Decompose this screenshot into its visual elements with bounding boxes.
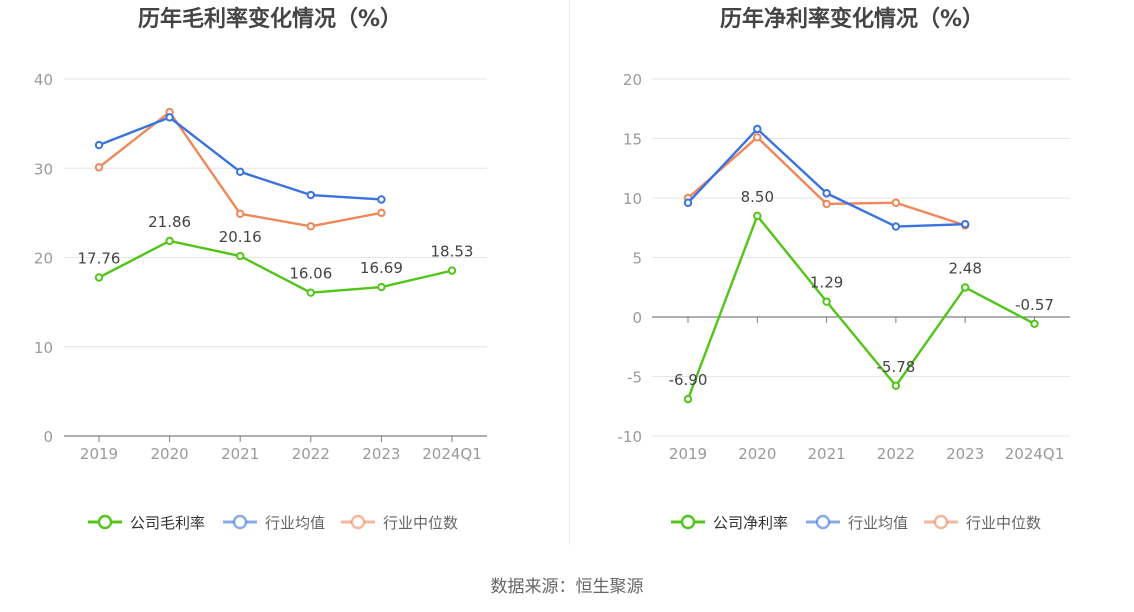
gross-margin-industry-avg-point [94, 140, 104, 150]
gross-margin-y-tick-label: 10 [34, 339, 53, 357]
net-margin-industry-avg-point [683, 198, 693, 207]
net-margin-legend-company-swatch-marker [680, 514, 696, 530]
net-margin-x-tick-label: 2019 [669, 445, 707, 463]
net-margin-data-label: 2.48 [948, 259, 981, 277]
gross-margin-x-tick-label: 2021 [221, 445, 259, 463]
net-margin-company-point [961, 283, 970, 292]
gross-margin-industry-median-point [377, 208, 386, 218]
gross-margin-data-label: 16.06 [289, 265, 332, 283]
data-source-note: 数据来源：恒生聚源 [490, 577, 644, 597]
net-margin-legend-industry-avg-swatch-marker [815, 514, 831, 530]
gross-margin-legend-industry-avg-swatch-marker [232, 514, 248, 530]
gross-margin-company-line [98, 239, 453, 294]
net-margin-industry-median-point [891, 198, 901, 207]
net-margin-x-tick-label: 2021 [808, 445, 846, 463]
net-margin-company-point [891, 381, 901, 390]
gross-margin-x-tick-label: 2024Q1 [422, 445, 482, 463]
net-margin-industry-avg-point [961, 219, 970, 229]
net-margin-y-tick-label: 20 [623, 71, 642, 89]
net-margin-x-tick-label: 2020 [738, 445, 776, 463]
net-margin-y-tick-label: -5 [627, 369, 642, 387]
gross-margin-industry-avg-line [98, 116, 382, 201]
net-margin-company-point [683, 394, 693, 404]
net-margin-industry-avg-point [822, 189, 831, 198]
net-margin-data-label: 8.50 [741, 188, 774, 206]
gross-margin-company-point [377, 282, 386, 292]
net-margin-x-tick-label: 2024Q1 [1005, 445, 1065, 463]
net-margin-y-tick-label: 15 [623, 131, 642, 149]
gross-margin-company-point [94, 273, 104, 282]
gross-margin-x-tick-label: 2023 [362, 445, 400, 463]
net-margin-y-tick-label: 10 [623, 190, 642, 208]
net-margin-company-line [686, 214, 1036, 400]
net-margin-company-point [753, 211, 762, 221]
gross-margin-data-label: 18.53 [431, 243, 474, 261]
net-margin-company-point [1030, 319, 1039, 328]
gross-margin-data-label: 21.86 [148, 213, 191, 231]
net-margin-industry-avg-point [891, 222, 901, 231]
chart-divider [569, 0, 570, 545]
net-margin-x-tick-label: 2023 [946, 445, 984, 463]
net-margin-data-label: -5.78 [876, 358, 915, 376]
gross-margin-industry-avg-point [306, 190, 315, 200]
net-margin-company-point [822, 297, 831, 306]
gross-margin-industry-median-point [236, 209, 245, 218]
gross-margin-industry-avg-point [377, 195, 386, 204]
net-margin-x-tick-label: 2022 [877, 445, 915, 463]
gross-margin-y-tick-label: 40 [34, 71, 53, 89]
gross-margin-x-tick-label: 2020 [151, 445, 189, 463]
net-margin-chart-title: 历年净利率变化情况（%） [720, 6, 984, 32]
gross-margin-legend-company-label: 公司毛利率 [130, 514, 205, 532]
net-margin-data-label: 1.29 [810, 274, 843, 292]
gross-margin-legend-company-swatch-marker [97, 514, 113, 530]
net-margin-y-tick-label: -10 [618, 428, 643, 446]
net-margin-industry-median-line [687, 136, 966, 227]
gross-margin-industry-median-point [94, 163, 104, 172]
gross-margin-industry-avg-point [236, 167, 245, 177]
gross-margin-y-tick-label: 20 [34, 250, 53, 268]
net-margin-industry-median-point [753, 133, 762, 142]
gross-margin-y-tick-label: 30 [34, 160, 53, 178]
gross-margin-company-point [236, 251, 245, 261]
net-margin-legend-industry-avg-label: 行业均值 [848, 514, 908, 532]
gross-margin-legend-industry-median-swatch-marker [350, 514, 366, 530]
net-margin-data-label: -6.90 [669, 371, 708, 389]
gross-margin-company-point [165, 236, 174, 246]
net-margin-legend-company-label: 公司净利率 [713, 514, 788, 532]
gross-margin-data-label: 17.76 [78, 249, 121, 267]
gross-margin-legend-industry-median-label: 行业中位数 [383, 514, 458, 532]
gross-margin-y-tick-label: 0 [43, 428, 53, 446]
net-margin-data-label: -0.57 [1015, 296, 1054, 314]
gross-margin-x-tick-label: 2022 [292, 445, 330, 463]
gross-margin-data-label: 16.69 [360, 259, 403, 277]
net-margin-y-tick-label: 0 [632, 309, 642, 327]
gross-margin-legend-industry-avg-label: 行业均值 [265, 514, 325, 532]
net-margin-legend-industry-median-swatch-marker [933, 514, 949, 530]
gross-margin-chart-title: 历年毛利率变化情况（%） [138, 6, 402, 32]
net-margin-y-tick-label: 5 [632, 250, 642, 268]
net-margin-industry-avg-point [753, 124, 762, 134]
gross-margin-data-label: 20.16 [219, 228, 262, 246]
gross-margin-company-point [306, 288, 315, 297]
gross-margin-industry-avg-point [165, 113, 174, 122]
gross-margin-company-point [447, 266, 457, 275]
gross-margin-industry-median-point [306, 222, 315, 231]
gross-margin-x-tick-label: 2019 [80, 445, 118, 463]
net-margin-industry-median-point [822, 199, 831, 209]
net-margin-legend-industry-median-label: 行业中位数 [966, 514, 1041, 532]
